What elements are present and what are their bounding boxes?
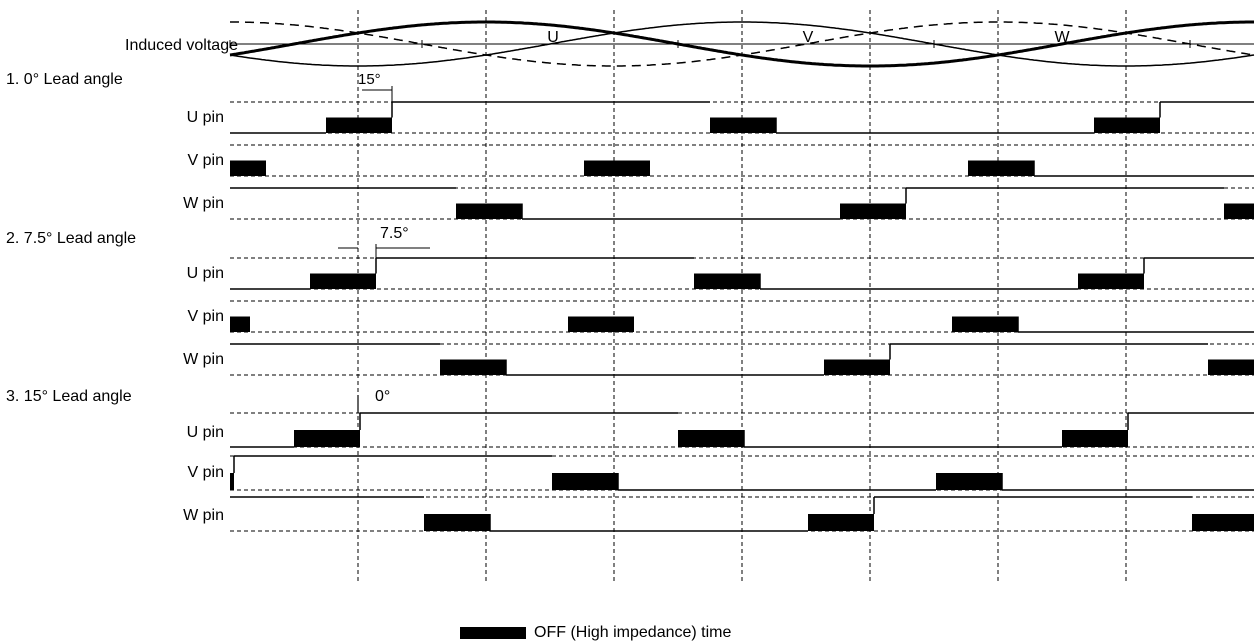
induced-voltage-w-wave — [230, 21, 1255, 67]
off-time-block — [694, 273, 760, 289]
off-time-block — [440, 359, 506, 375]
off-time-block — [808, 514, 874, 531]
signal-trace — [230, 412, 1254, 448]
off-time-block — [230, 473, 234, 490]
waveform-s1-w-pin — [230, 187, 1254, 220]
legend: OFF (High impedance) time — [460, 622, 731, 644]
off-time-block — [552, 473, 618, 490]
signal-trace — [1017, 316, 1254, 333]
off-time-block — [936, 473, 1002, 490]
row-label-w-pin-1: W pin — [183, 195, 224, 212]
legend-swatch — [460, 627, 526, 639]
row-label-w-pin-3: W pin — [183, 507, 224, 524]
signal-trace — [230, 101, 1254, 134]
legend-label: OFF (High impedance) time — [534, 624, 732, 641]
waveform-s1-v-pin — [230, 144, 1254, 177]
lead-angle-markers — [338, 86, 430, 413]
phase-label-u: U — [547, 29, 559, 46]
waveform-s2-w-pin — [230, 343, 1254, 376]
off-time-block — [840, 203, 906, 219]
lead-annotation-0: 15° — [358, 71, 381, 88]
induced-voltage-plot — [229, 20, 1255, 68]
off-time-block — [1094, 117, 1160, 133]
row-label-v-pin-2: V pin — [188, 308, 224, 325]
off-time-block — [584, 160, 650, 176]
off-time-block — [1224, 203, 1254, 219]
row-label-u-pin-3: U pin — [187, 424, 224, 441]
induced-voltage-v-wave — [229, 21, 1255, 67]
row-label-v-pin-3: V pin — [188, 464, 224, 481]
off-time-block — [824, 359, 890, 375]
phase-label-w: W — [1054, 29, 1070, 46]
signal-trace — [230, 187, 1224, 220]
section-title-7-5-lead: 2. 7.5° Lead angle — [6, 230, 136, 247]
waveform-s2-u-pin — [230, 257, 1254, 290]
signal-trace — [230, 496, 1192, 532]
section-title-0-lead: 1. 0° Lead angle — [6, 71, 123, 88]
off-time-block — [310, 273, 376, 289]
row-label-w-pin-2: W pin — [183, 351, 224, 368]
off-time-block — [568, 316, 634, 332]
off-time-block — [678, 430, 744, 447]
row-label-v-pin-1: V pin — [188, 152, 224, 169]
lead-annotation-1: 7.5° — [380, 225, 409, 242]
signal-trace — [1033, 160, 1254, 177]
off-time-block — [1192, 514, 1254, 531]
signal-trace — [230, 257, 1254, 290]
lead-annotation-2: 0° — [375, 388, 390, 405]
row-label-u-pin-2: U pin — [187, 265, 224, 282]
off-time-block — [952, 316, 1018, 332]
waveform-s1-u-pin — [230, 101, 1254, 134]
off-time-block — [1062, 430, 1128, 447]
off-time-block — [456, 203, 522, 219]
off-time-block — [230, 316, 250, 332]
off-time-block — [968, 160, 1034, 176]
pin-waveforms — [230, 101, 1254, 532]
waveform-s3-u-pin — [230, 412, 1254, 448]
off-time-block — [294, 430, 360, 447]
off-time-block — [1078, 273, 1144, 289]
induced-voltage-label: Induced voltage — [125, 37, 238, 54]
waveform-s3-v-pin — [230, 455, 1254, 491]
signal-trace — [233, 455, 1254, 491]
phase-label-v: V — [803, 29, 814, 46]
row-label-u-pin-1: U pin — [187, 109, 224, 126]
off-time-block — [710, 117, 776, 133]
off-time-block — [230, 160, 266, 176]
off-time-block — [326, 117, 392, 133]
signal-trace — [230, 343, 1208, 376]
off-time-block — [424, 514, 490, 531]
off-time-block — [1208, 359, 1254, 375]
waveform-s2-v-pin — [230, 300, 1254, 333]
waveform-s3-w-pin — [230, 496, 1254, 532]
section-title-15-lead: 3. 15° Lead angle — [6, 388, 132, 405]
